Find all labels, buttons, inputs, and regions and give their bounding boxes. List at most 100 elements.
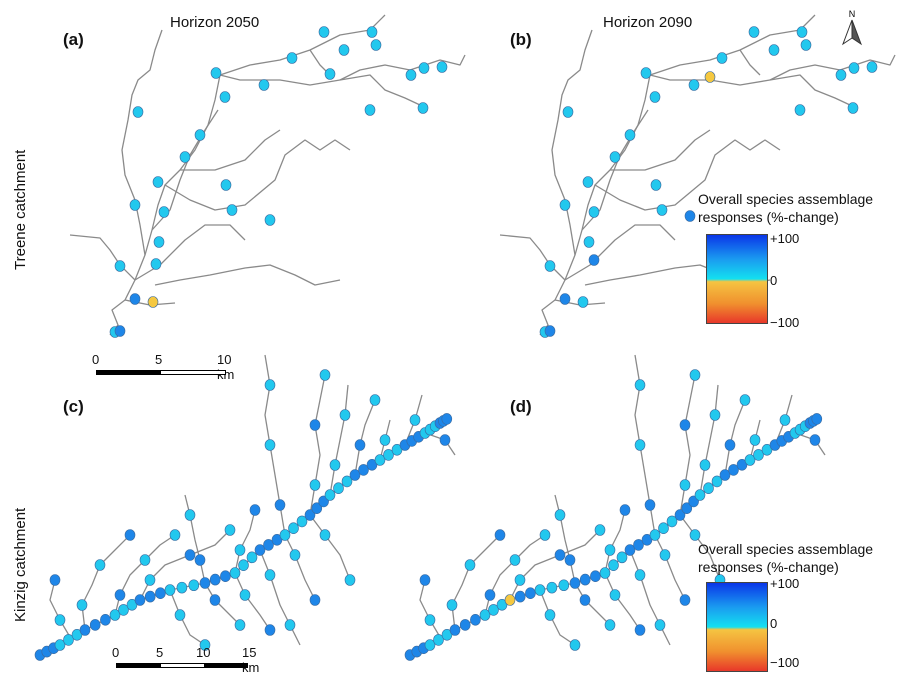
site-marker bbox=[114, 325, 126, 337]
site-marker bbox=[309, 419, 321, 431]
river-segment bbox=[114, 534, 176, 616]
site-marker bbox=[689, 529, 701, 541]
site-marker bbox=[319, 369, 331, 381]
site-marker bbox=[383, 449, 394, 461]
site-marker bbox=[289, 549, 301, 561]
panel-label-d: (d) bbox=[510, 397, 532, 416]
site-marker bbox=[164, 584, 176, 596]
site-marker bbox=[374, 454, 386, 466]
site-marker bbox=[311, 502, 323, 514]
site-marker bbox=[358, 464, 369, 476]
river-segment bbox=[484, 534, 546, 616]
site-marker bbox=[470, 613, 481, 626]
site-marker bbox=[319, 529, 331, 541]
site-marker bbox=[559, 199, 571, 211]
legend-tick-max: +100 bbox=[770, 231, 800, 246]
site-marker bbox=[464, 559, 476, 571]
map-treene-2090 bbox=[499, 14, 896, 338]
site-marker bbox=[719, 469, 731, 481]
site-marker bbox=[679, 479, 691, 491]
site-marker bbox=[263, 539, 274, 551]
site-marker bbox=[264, 439, 276, 451]
site-marker bbox=[835, 69, 847, 81]
scalebar-kinzig-label-10: 10 bbox=[196, 645, 211, 660]
site-marker bbox=[234, 619, 246, 631]
river-segment bbox=[259, 549, 301, 646]
site-marker bbox=[286, 52, 298, 64]
site-marker bbox=[100, 613, 111, 626]
legend-colorbar-treene bbox=[706, 234, 768, 324]
scalebar-treene-label-0: 0 bbox=[92, 352, 100, 367]
site-marker bbox=[634, 439, 646, 451]
legend-tick-min-kinzig: −100 bbox=[770, 655, 800, 670]
site-marker bbox=[562, 106, 574, 118]
site-marker bbox=[288, 522, 299, 534]
site-marker bbox=[199, 577, 211, 589]
site-marker bbox=[79, 624, 91, 636]
site-marker bbox=[709, 409, 721, 421]
site-marker bbox=[220, 570, 231, 582]
site-marker bbox=[220, 179, 232, 191]
site-marker bbox=[656, 204, 668, 216]
site-marker bbox=[417, 102, 429, 114]
site-marker bbox=[494, 529, 506, 541]
site-marker bbox=[94, 559, 106, 571]
site-marker bbox=[624, 544, 636, 556]
site-marker bbox=[590, 570, 601, 582]
site-marker bbox=[239, 589, 251, 601]
site-marker bbox=[534, 584, 546, 596]
site-marker bbox=[558, 579, 570, 592]
column-title-2050: Horizon 2050 bbox=[170, 14, 260, 31]
site-marker bbox=[579, 594, 591, 606]
site-marker bbox=[579, 573, 591, 586]
river-segment bbox=[539, 589, 576, 646]
site-marker bbox=[199, 639, 211, 651]
site-marker bbox=[118, 604, 129, 616]
site-marker bbox=[504, 594, 516, 606]
site-marker bbox=[544, 609, 556, 621]
site-marker bbox=[158, 206, 170, 218]
site-marker bbox=[155, 587, 166, 599]
legend-title-line2-kinzig: responses (%-change) bbox=[698, 559, 839, 575]
site-marker bbox=[688, 79, 700, 91]
river-segment bbox=[329, 384, 349, 496]
site-marker bbox=[796, 26, 808, 38]
site-marker bbox=[254, 544, 266, 556]
site-marker bbox=[264, 379, 276, 391]
site-marker bbox=[147, 296, 159, 308]
site-marker bbox=[152, 176, 164, 188]
site-marker bbox=[619, 504, 631, 516]
site-marker bbox=[689, 369, 701, 381]
panel-label-c: (c) bbox=[63, 397, 84, 416]
site-marker bbox=[419, 574, 431, 586]
site-marker bbox=[194, 129, 206, 141]
site-marker bbox=[324, 489, 336, 501]
site-marker bbox=[184, 509, 196, 521]
map-kinzig-2050 bbox=[34, 354, 456, 661]
north-arrow-label: N bbox=[849, 9, 856, 19]
site-marker bbox=[539, 529, 551, 541]
site-marker bbox=[379, 434, 391, 446]
site-marker bbox=[246, 551, 258, 564]
row-title-kinzig: Kinzig catchment bbox=[12, 507, 29, 622]
legend-tick-min: −100 bbox=[770, 315, 800, 330]
site-marker bbox=[76, 599, 88, 611]
river-segment bbox=[49, 579, 71, 638]
site-marker bbox=[564, 554, 576, 566]
river-segment bbox=[234, 509, 256, 574]
site-marker bbox=[176, 581, 188, 594]
river-segment bbox=[69, 234, 136, 281]
map-kinzig-2090 bbox=[404, 354, 826, 661]
site-marker bbox=[809, 434, 821, 446]
site-marker bbox=[569, 577, 581, 589]
site-marker bbox=[847, 102, 859, 114]
site-marker bbox=[258, 79, 270, 91]
river-segment bbox=[551, 29, 593, 256]
river-segment bbox=[679, 374, 696, 516]
site-marker bbox=[424, 639, 436, 651]
site-marker bbox=[514, 590, 526, 603]
river-segment bbox=[309, 374, 326, 516]
site-marker bbox=[271, 534, 283, 546]
river-segment bbox=[234, 572, 271, 631]
site-marker bbox=[739, 394, 751, 406]
